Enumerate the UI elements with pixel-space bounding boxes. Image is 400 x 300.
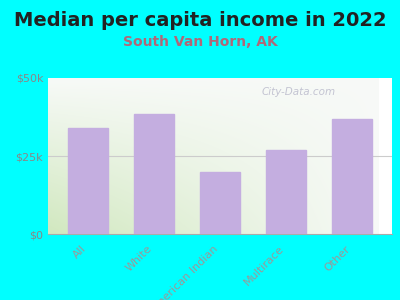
Bar	[200, 172, 240, 234]
Bar	[332, 118, 372, 234]
Bar	[134, 114, 174, 234]
Text: City-Data.com: City-Data.com	[262, 87, 336, 97]
Bar	[68, 128, 108, 234]
Text: Median per capita income in 2022: Median per capita income in 2022	[14, 11, 386, 29]
Bar	[266, 150, 306, 234]
Text: South Van Horn, AK: South Van Horn, AK	[123, 34, 277, 49]
